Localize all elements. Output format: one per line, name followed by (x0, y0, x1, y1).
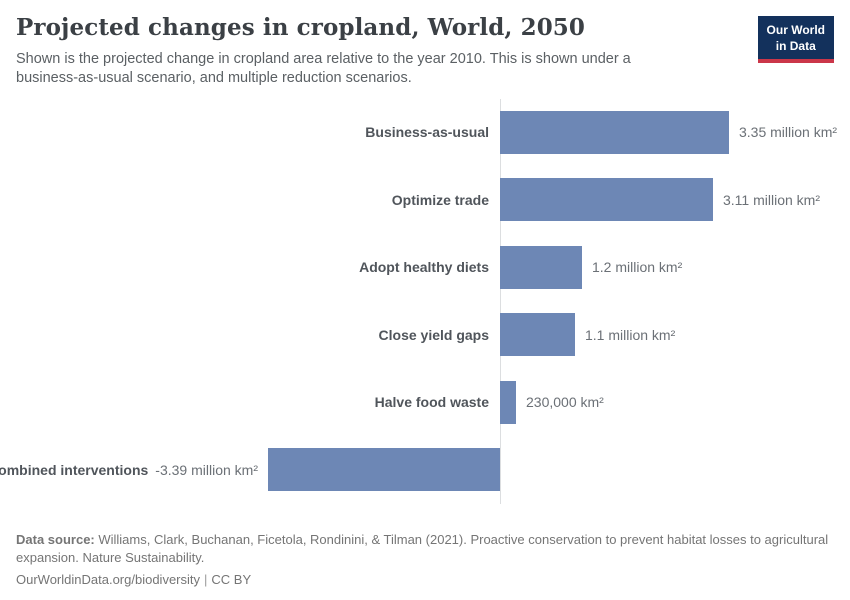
data-source-text: Williams, Clark, Buchanan, Ficetola, Ron… (16, 531, 829, 565)
chart-header: Projected changes in cropland, World, 20… (16, 14, 834, 89)
bar-halve-food-waste[interactable] (500, 380, 516, 424)
license-label: CC BY (211, 571, 252, 587)
category-label-adopt-healthy-diets: Adopt healthy diets (359, 259, 489, 276)
category-label-business-as-usual: Business-as-usual (365, 124, 489, 141)
owid-url-link[interactable]: OurWorldinData.org/biodiversity (16, 571, 200, 587)
bar-business-as-usual[interactable] (500, 110, 729, 154)
data-source: Data source: Williams, Clark, Buchanan, … (16, 531, 834, 567)
value-label-adopt-healthy-diets: 1.2 million km² (592, 259, 683, 276)
owid-logo: Our World in Data (757, 16, 834, 64)
header-text: Projected changes in cropland, World, 20… (16, 14, 661, 89)
zero-axis-line (500, 98, 501, 504)
owid-logo-line2: in Data (775, 38, 816, 53)
value-label-close-yield-gaps: 1.1 million km² (585, 326, 676, 343)
value-label-combined-interventions: -3.39 million km² (155, 461, 258, 478)
bar-chart: Business-as-usual 3.35 million km² Optimiz… (0, 98, 838, 504)
license-separator: | (204, 571, 208, 587)
value-label-optimize-trade: 3.11 million km² (723, 191, 820, 208)
bar-adopt-healthy-diets[interactable] (500, 245, 582, 289)
chart-title: Projected changes in cropland, World, 20… (16, 14, 586, 41)
category-label-halve-food-waste: Halve food waste (374, 394, 489, 411)
category-label-optimize-trade: Optimize trade (391, 191, 489, 208)
chart-subtitle: Shown is the projected change in croplan… (16, 51, 631, 87)
category-and-value-label-combined-interventions: Combined interventions -3.39 million km² (0, 436, 258, 504)
category-label-combined-interventions: Combined interventions (0, 461, 149, 478)
value-label-business-as-usual: 3.35 million km² (739, 124, 838, 141)
data-source-label: Data source: (16, 531, 95, 547)
value-label-halve-food-waste: 230,000 km² (526, 394, 604, 411)
chart-footer: Data source: Williams, Clark, Buchanan, … (16, 531, 834, 587)
license-line: OurWorldinData.org/biodiversity | CC BY (16, 572, 834, 587)
bar-close-yield-gaps[interactable] (500, 313, 575, 357)
bar-optimize-trade[interactable] (500, 178, 713, 222)
owid-logo-line1: Our World (766, 23, 825, 37)
bar-combined-interventions[interactable] (268, 448, 500, 492)
category-label-close-yield-gaps: Close yield gaps (378, 326, 489, 343)
